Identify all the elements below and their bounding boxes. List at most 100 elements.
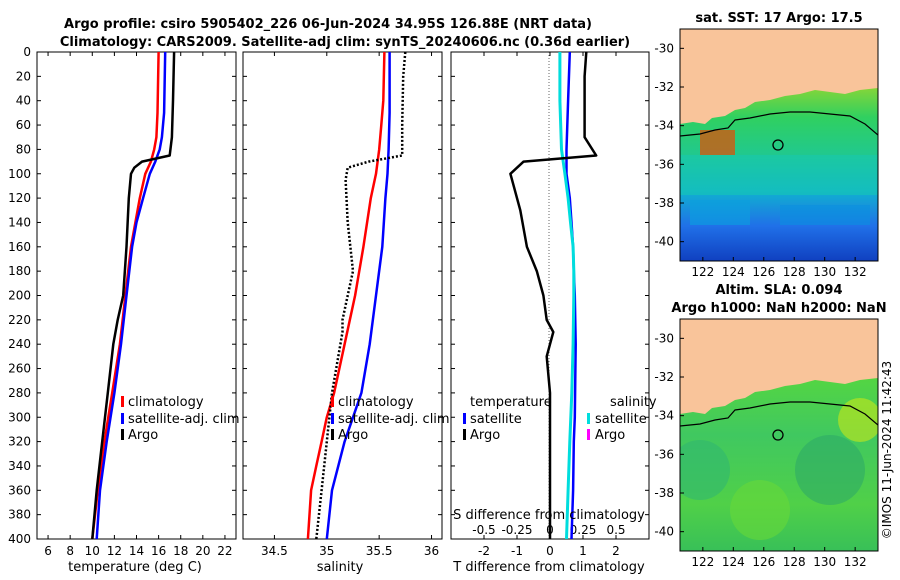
difference-series — [509, 51, 598, 540]
legend-swatch-satellite — [121, 413, 124, 424]
x-tick-label: 8 — [66, 544, 74, 558]
x-tick-label: 6 — [44, 544, 52, 558]
depth-tick-label: 320 — [8, 435, 31, 449]
depth-tick-label: 180 — [8, 264, 31, 278]
s-tick-label: 0.5 — [606, 523, 625, 537]
lat-tick-label: -36 — [654, 447, 674, 461]
sla-map-y-ticks: -30 -32 -34 -36 -38 -40 — [654, 331, 684, 539]
lon-tick-label: 132 — [844, 265, 867, 279]
x-tick-label: -1 — [511, 544, 523, 558]
lon-tick-label: 122 — [691, 555, 714, 569]
x-tick-label: 20 — [195, 544, 210, 558]
s-tick-label: -0.5 — [472, 523, 495, 537]
sla-map-x-ticks: 122 124 126 128 130 132 — [691, 547, 867, 569]
x-tick-label: 36 — [424, 544, 439, 558]
climatology-line — [306, 51, 386, 540]
depth-tick-label: 40 — [16, 94, 31, 108]
legend-header-temperature: temperature — [470, 395, 552, 410]
depth-tick-label: 220 — [8, 313, 31, 327]
x-tick-label: 1 — [579, 544, 587, 558]
x-tick-label: 0 — [546, 544, 554, 558]
depth-tick-label: 80 — [16, 142, 31, 156]
salinity-series — [306, 51, 407, 540]
legend-label-s-argo: Argo — [595, 428, 625, 443]
lon-tick-label: 128 — [783, 265, 806, 279]
salinity-x-ticks: 34.5 35 35.5 36 — [261, 52, 439, 558]
temperature-series — [91, 51, 176, 540]
depth-tick-label: 0 — [23, 45, 31, 59]
x-tick-label: 2 — [612, 544, 620, 558]
lat-tick-label: -38 — [654, 196, 674, 210]
difference-top-x-label: S difference from climatology — [453, 508, 645, 523]
x-tick-label: 34.5 — [261, 544, 288, 558]
depth-tick-label: 160 — [8, 240, 31, 254]
figure-title-line1: Argo profile: csiro 5905402_226 06-Jun-2… — [64, 17, 592, 32]
lat-tick-label: -30 — [654, 41, 674, 55]
depth-tick-label: 280 — [8, 386, 31, 400]
lat-tick-label: -34 — [654, 409, 674, 423]
legend-swatch-argo — [331, 429, 334, 440]
lat-tick-label: -34 — [654, 119, 674, 133]
depth-tick-label: 360 — [8, 483, 31, 497]
lon-tick-label: 124 — [722, 265, 745, 279]
x-tick-label: 16 — [151, 544, 166, 558]
lon-tick-label: 126 — [752, 265, 775, 279]
t-argo-diff-line — [509, 51, 598, 539]
satellite-adj-clim-line — [325, 52, 391, 540]
temperature-panel-frame — [36, 51, 237, 540]
lon-tick-label: 126 — [752, 555, 775, 569]
depth-tick-label: 20 — [16, 69, 31, 83]
lat-tick-label: -40 — [654, 235, 674, 249]
temperature-x-ticks: 6 8 10 12 14 16 18 20 22 — [44, 52, 233, 558]
lon-tick-label: 132 — [844, 555, 867, 569]
legend-label-satellite: satellite-adj. clim — [338, 412, 450, 427]
x-tick-label: 35.5 — [366, 544, 393, 558]
legend-swatch-satellite — [331, 413, 334, 424]
x-tick-label: 10 — [85, 544, 100, 558]
legend-label-t-argo: Argo — [470, 428, 500, 443]
sla-map-title-line2: Argo h1000: NaN h2000: NaN — [671, 301, 886, 316]
legend-swatch-climatology — [121, 396, 124, 407]
sst-map-title: sat. SST: 17 Argo: 17.5 — [695, 11, 862, 26]
temperature-y-ticks: 0 20 40 60 80 100 120 140 160 180 200 220 240 260 280 3… — [8, 45, 649, 546]
legend-label-t-satellite: satellite — [470, 412, 522, 427]
x-tick-label: 12 — [107, 544, 122, 558]
s-satellite-diff-line — [558, 52, 576, 540]
depth-tick-label: 380 — [8, 508, 31, 522]
legend-header-salinity: salinity — [610, 395, 657, 410]
depth-tick-label: 240 — [8, 337, 31, 351]
sst-map-y-ticks: -30 -32 -34 -36 -38 -40 — [654, 41, 684, 249]
lat-tick-label: -30 — [654, 331, 674, 345]
legend-swatch-t-argo — [463, 429, 466, 440]
lon-tick-label: 130 — [813, 555, 836, 569]
sla-map-frame — [679, 318, 879, 552]
argo-location-marker — [772, 429, 784, 441]
depth-contour — [680, 401, 878, 427]
argo-line — [315, 51, 407, 540]
depth-tick-label: 300 — [8, 410, 31, 424]
s-tick-label: -0.25 — [501, 523, 532, 537]
lon-tick-label: 128 — [783, 555, 806, 569]
s-tick-label: 0.25 — [570, 523, 597, 537]
legend-label-argo: Argo — [128, 428, 158, 443]
depth-tick-label: 140 — [8, 215, 31, 229]
x-tick-label: -2 — [478, 544, 490, 558]
lat-tick-label: -38 — [654, 486, 674, 500]
figure-title-line2: Climatology: CARS2009. Satellite-adj cli… — [60, 35, 630, 50]
lat-tick-label: -40 — [654, 525, 674, 539]
satellite-adj-clim-line — [95, 51, 167, 540]
legend-label-satellite: satellite-adj. clim — [128, 412, 240, 427]
sla-map-title-line1: Altim. SLA: 0.094 — [716, 283, 843, 298]
sst-map-frame — [679, 28, 879, 262]
lon-tick-label: 130 — [813, 265, 836, 279]
depth-tick-label: 340 — [8, 459, 31, 473]
x-tick-label: 35 — [319, 544, 334, 558]
legend-swatch-s-satellite — [587, 413, 590, 424]
lat-tick-label: -36 — [654, 157, 674, 171]
legend-label-climatology: climatology — [128, 395, 204, 410]
x-tick-label: 22 — [217, 544, 232, 558]
difference-x-label: T difference from climatology — [452, 560, 645, 575]
sla-map-image — [680, 319, 878, 551]
land-area — [680, 29, 878, 124]
